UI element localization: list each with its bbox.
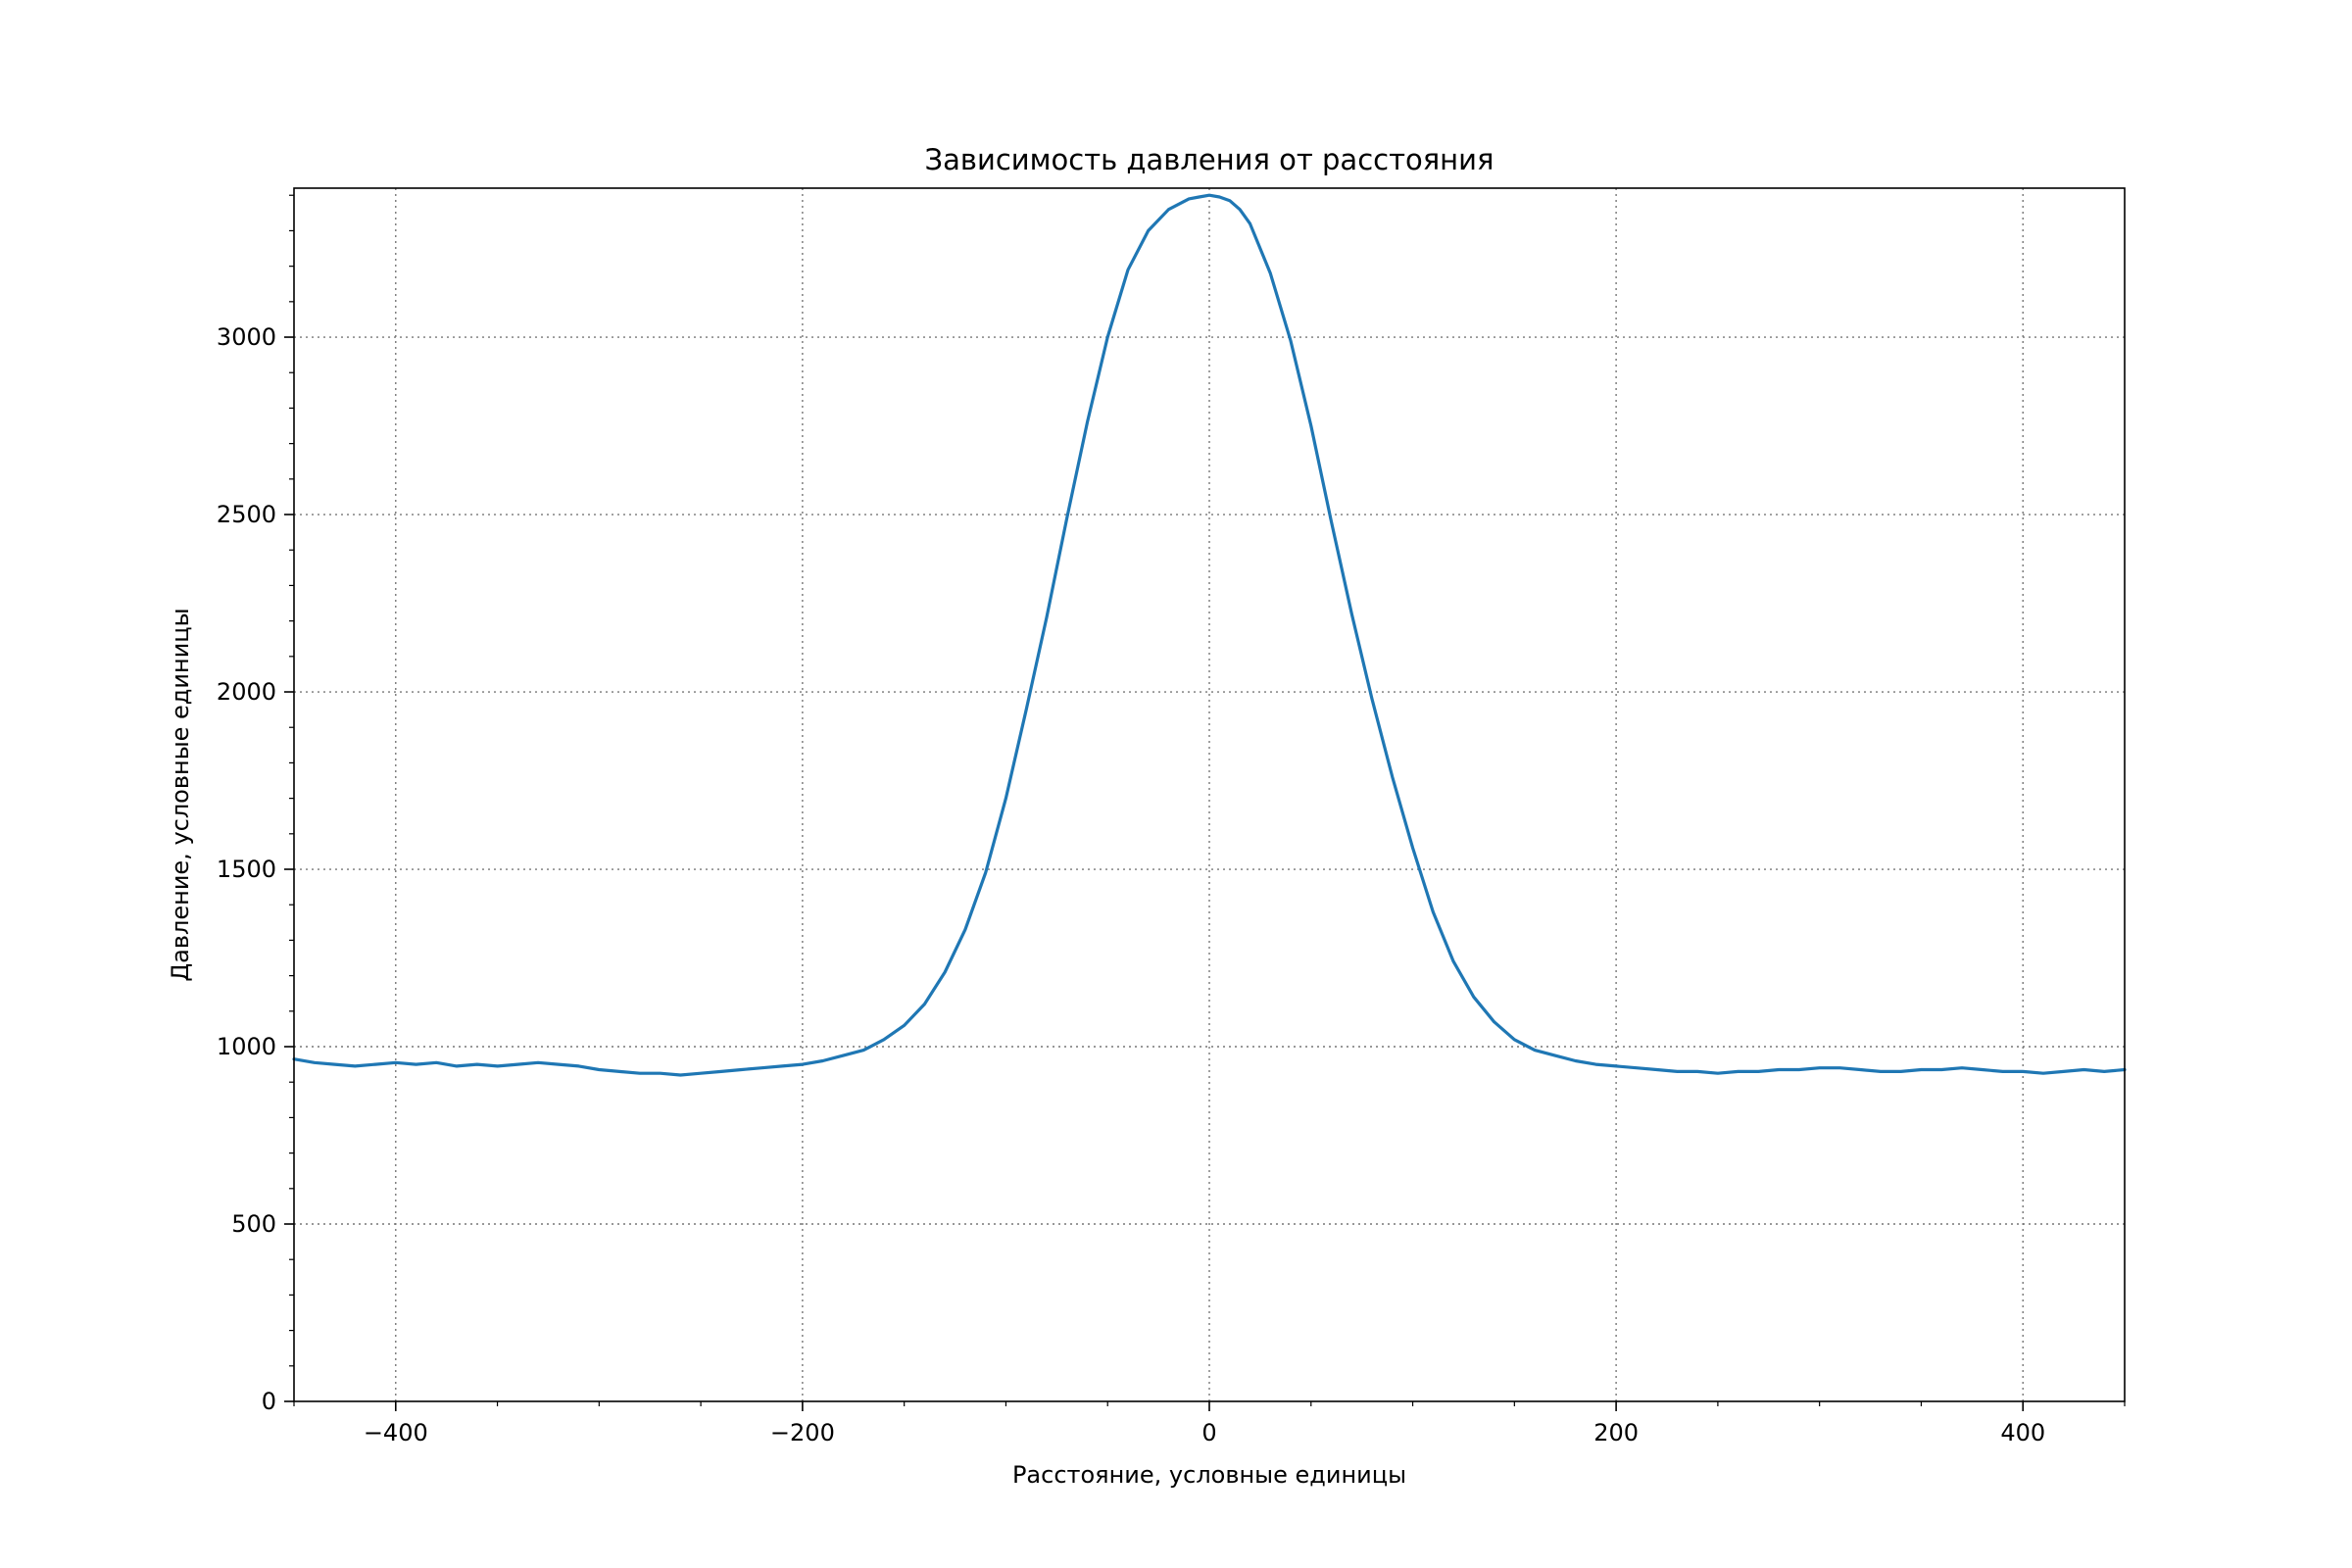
y-tick-label: 1500: [217, 856, 276, 883]
x-tick-label: −400: [364, 1419, 428, 1446]
x-tick-label: 200: [1593, 1419, 1639, 1446]
y-tick-label: 3000: [217, 323, 276, 351]
series-line: [292, 193, 2127, 1077]
x-axis-title: Расстояние, условные единицы: [1012, 1461, 1406, 1489]
chart-title: Зависимость давления от расстояния: [925, 143, 1494, 176]
y-tick-label: 2000: [217, 678, 276, 706]
x-tick-label: 400: [2000, 1419, 2045, 1446]
y-tick-label: 2500: [217, 501, 276, 528]
y-axis-title: Давление, условные единицы: [167, 608, 194, 981]
y-tick-label: 1000: [217, 1033, 276, 1060]
x-tick-label: −200: [770, 1419, 835, 1446]
y-tick-label: 500: [231, 1210, 276, 1238]
y-tick-label: 0: [262, 1388, 276, 1415]
x-tick-label: 0: [1201, 1419, 1216, 1446]
